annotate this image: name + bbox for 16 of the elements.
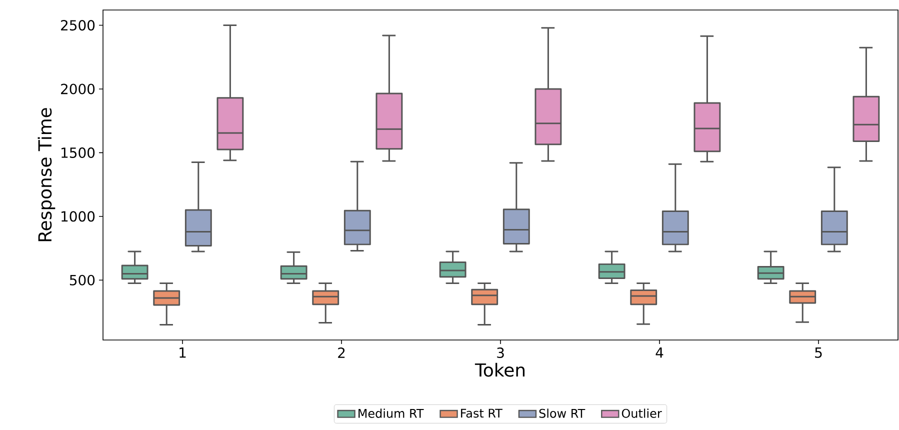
- y-tick-label: 1500: [62, 147, 95, 158]
- legend-label: Medium RT: [358, 408, 424, 418]
- y-tick-label: 2000: [61, 84, 95, 94]
- y-tick-label: 500: [70, 274, 95, 286]
- legend-label: Slow RT: [539, 408, 586, 418]
- x-tick-label: 4: [656, 348, 664, 358]
- legend-label: Outlier: [622, 408, 662, 418]
- x-axis-title: Token: [474, 362, 525, 377]
- y-tick-label: 1000: [62, 211, 95, 222]
- x-tick-label: 3: [497, 348, 504, 358]
- x-tick-label: 1: [180, 348, 186, 358]
- x-tick-label: 5: [815, 348, 822, 358]
- x-tick-label: 2: [338, 348, 345, 358]
- y-tick-label: 2500: [61, 20, 95, 31]
- legend-label: Fast RT: [461, 408, 502, 418]
- y-axis-title: Response Time: [38, 108, 56, 242]
